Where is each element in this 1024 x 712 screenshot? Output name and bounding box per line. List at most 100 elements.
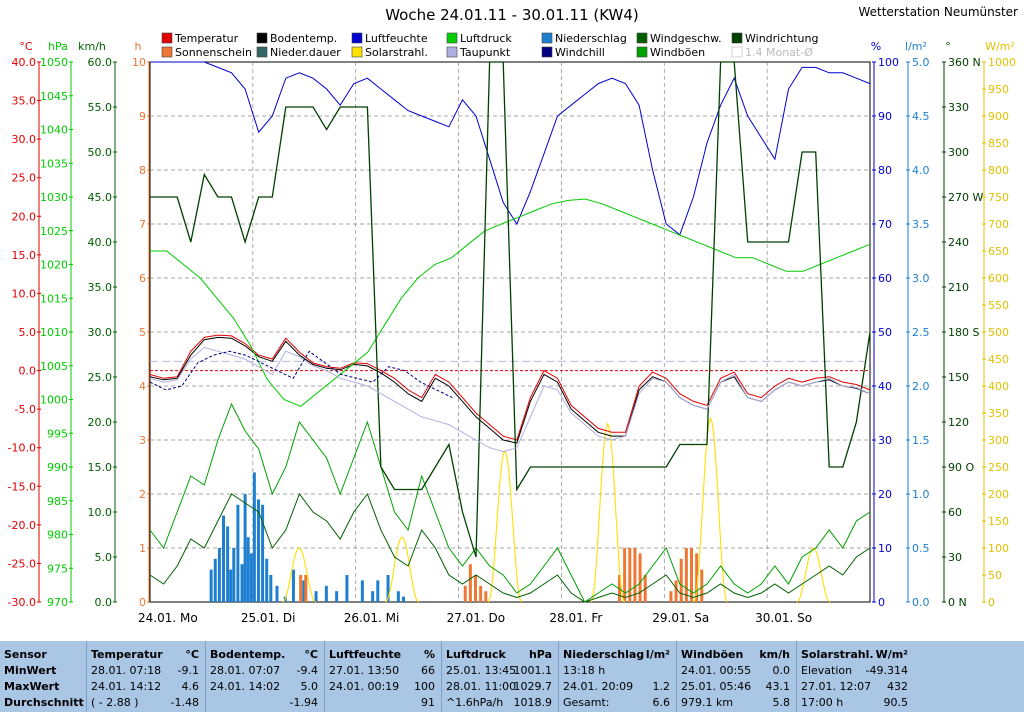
left-tick-1-7: 1015: [40, 292, 68, 305]
rain-bar-27: [376, 580, 380, 602]
right-tick-3-10: 500: [988, 326, 1009, 339]
right-tick-3-4: 800: [988, 164, 1009, 177]
stats-header-unit: W/m²: [875, 648, 908, 661]
legend-label-2: Luftfeuchte: [365, 32, 428, 45]
left-tick-3-10: 0: [139, 596, 146, 609]
right-tick-0-1: 90: [878, 110, 892, 123]
legend-label-3: Luftdruck: [460, 32, 512, 45]
legend-swatch-7: [161, 46, 173, 58]
right-tick-3-20: 0: [988, 596, 995, 609]
legend-label-12: Windböen: [650, 46, 705, 59]
sunshine-bar-17: [690, 548, 693, 602]
left-tick-0-12: -20.0: [8, 519, 36, 532]
stats-cell-row: 24.01. 00:55 0.0: [681, 664, 790, 680]
right-tick-1-9: 0.5: [912, 542, 930, 555]
left-tick-0-10: -10.0: [8, 442, 36, 455]
row-label-sensor: Sensor: [4, 648, 47, 661]
stats-cell-row: 28.01. 11:00 1029.7: [446, 680, 552, 696]
right-tick-2-3: 270 W: [948, 191, 983, 204]
right-tick-1-3: 3.5: [912, 218, 930, 231]
sunshine-bar-16: [684, 548, 688, 602]
right-tick-3-3: 850: [988, 137, 1009, 150]
left-tick-2-4: 40.0: [88, 236, 113, 249]
legend-swatch-12: [636, 46, 648, 58]
left-tick-1-16: 970: [47, 596, 68, 609]
stats-cell-when: 24.01. 14:12: [91, 680, 162, 693]
right-axis-unit-1: l/m²: [905, 40, 927, 53]
x-label-1: 25.01. Di: [241, 611, 296, 625]
left-tick-1-1: 1045: [40, 90, 68, 103]
stats-header-0: Temperatur °C: [91, 648, 199, 664]
row-label-min: MinWert: [4, 664, 57, 677]
left-tick-3-1: 9: [139, 110, 146, 123]
solar-hump-0: [282, 547, 316, 603]
statistics-table: Sensor MinWert MaxWert Durchschnitt Temp…: [0, 641, 1024, 712]
chart-legend: Temperatur Bodentemp. Luftfeuchte Luftdruck…: [161, 32, 818, 59]
legend-swatch-11: [541, 46, 553, 58]
stats-cell-when: 28.01. 07:18: [91, 664, 162, 677]
left-tick-1-2: 1040: [40, 124, 68, 137]
left-tick-3-7: 3: [139, 434, 146, 447]
right-tick-0-9: 10: [878, 542, 892, 555]
stats-cell-row: 25.01. 05:46 43.1: [681, 680, 790, 696]
stats-column-0: Temperatur °C 28.01. 07:18 -9.1 24.01. 14:12…: [86, 641, 205, 712]
stats-cell-row: Elevation -49.314: [801, 664, 908, 680]
legend-label-1: Bodentemp.: [270, 32, 337, 45]
stats-cell-row: 17:00 h 90.5: [801, 696, 908, 712]
stats-cell-row: 979.1 km 5.8: [681, 696, 790, 712]
weather-chart: Woche 24.01.11 - 30.01.11 (KW4) Wetterst…: [8, 5, 1019, 625]
rain-bar-28: [386, 575, 390, 602]
stats-header-6: Solarstrahl. W/m²: [801, 648, 908, 664]
right-tick-1-7: 1.5: [912, 434, 930, 447]
right-tick-3-16: 200: [988, 488, 1009, 501]
right-tick-2-6: 180 S: [948, 326, 979, 339]
stats-cell-value: 1029.7: [513, 680, 553, 693]
series-line-6: [150, 61, 871, 558]
sunshine-bar-8: [623, 548, 627, 602]
left-tick-1-10: 1000: [40, 394, 68, 407]
right-tick-3-5: 750: [988, 191, 1009, 204]
left-axis-unit-2: km/h: [78, 40, 106, 53]
left-tick-0-14: -30.0: [8, 596, 36, 609]
stats-cell-row: 27.01. 12:07 432: [801, 680, 908, 696]
rain-bar-6: [232, 548, 236, 602]
stats-cell-when: 24.01. 14:02: [210, 680, 281, 693]
left-tick-3-4: 6: [139, 272, 146, 285]
stats-cell-value: 5.0: [300, 680, 319, 693]
legend-swatch-13: [731, 46, 743, 58]
rain-bar-15: [265, 558, 269, 602]
left-tick-3-8: 2: [139, 488, 146, 501]
right-tick-3-17: 150: [988, 515, 1009, 528]
right-tick-3-11: 450: [988, 353, 1009, 366]
sunshine-bar-1: [304, 575, 308, 602]
stats-cell-value: 43.1: [765, 680, 791, 693]
left-tick-3-0: 10: [132, 56, 146, 69]
rain-bar-7: [236, 504, 240, 602]
stats-header-name: Windböen: [681, 648, 744, 661]
legend-label-6: Windrichtung: [745, 32, 818, 45]
chart-title: Woche 24.01.11 - 30.01.11 (KW4): [385, 6, 639, 24]
rain-bar-14: [261, 504, 265, 602]
sunshine-bar-14: [674, 580, 678, 602]
stats-header-1: Bodentemp. °C: [210, 648, 318, 664]
stats-cell-when: 27.01. 12:07: [801, 680, 872, 693]
stats-header-unit: °C: [304, 648, 318, 661]
rain-bar-3: [222, 515, 225, 602]
stats-cell-row: 24.01. 14:02 5.0: [210, 680, 318, 696]
stats-cell-value: 91: [421, 696, 435, 709]
stats-cell-value: -1.94: [289, 696, 318, 709]
rain-bar-23: [335, 591, 339, 602]
stats-cell-when: Elevation: [801, 664, 853, 677]
stats-cell-value: 4.6: [181, 680, 200, 693]
series-line-7: [149, 346, 871, 453]
stats-cell-when: 13:18 h: [563, 664, 606, 677]
stats-cell-value: 0.0: [772, 664, 791, 677]
x-label-6: 30.01. So: [755, 611, 812, 625]
stats-cell-value: 1001.1: [513, 664, 553, 677]
left-tick-2-1: 55.0: [88, 101, 113, 114]
left-tick-0-7: 5.0: [19, 326, 37, 339]
rain-bar-26: [371, 591, 375, 602]
legend-label-10: Taupunkt: [459, 46, 511, 59]
legend-swatch-2: [351, 32, 363, 44]
stats-cell-value: 90.5: [883, 696, 909, 709]
